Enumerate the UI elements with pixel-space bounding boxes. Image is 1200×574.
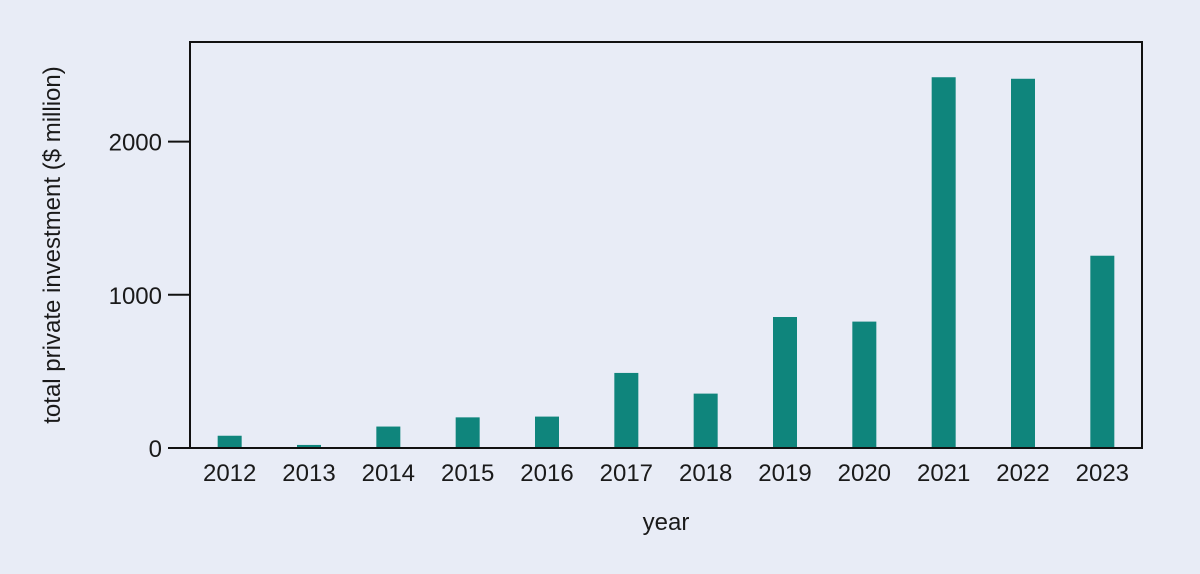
x-axis-ticks: 2012 2013 2014 2015 2016 2017 2018 2019 2020 2021… (203, 460, 1129, 487)
y-axis-ticks: 0 1000 2000 (109, 130, 190, 463)
y-tick-label: 1000 (109, 283, 162, 310)
x-tick-label: 2014 (362, 460, 415, 487)
bar-2012 (217, 435, 242, 448)
x-tick-label: 2012 (203, 460, 256, 487)
bar-2021 (931, 77, 956, 449)
y-axis-label: total private investment ($ million) (39, 66, 66, 423)
x-tick-label: 2019 (758, 460, 811, 487)
bar-2016 (535, 416, 559, 448)
x-tick-label: 2017 (600, 460, 653, 487)
bar-2013 (297, 444, 321, 448)
x-tick-label: 2013 (282, 460, 335, 487)
bar-2023 (1090, 255, 1115, 448)
y-tick-label: 0 (149, 436, 162, 463)
x-tick-label: 2021 (917, 460, 970, 487)
bar-2014 (376, 426, 401, 448)
x-tick-label: 2020 (838, 460, 891, 487)
x-tick-label: 2015 (441, 460, 494, 487)
bar-2020 (852, 321, 877, 448)
bar-2015 (455, 417, 480, 448)
x-tick-label: 2023 (1076, 460, 1129, 487)
x-axis-label: year (643, 509, 690, 536)
bar-2022 (1011, 78, 1035, 449)
bar-2019 (773, 317, 797, 448)
x-tick-label: 2018 (679, 460, 732, 487)
plot-frame (189, 41, 1143, 449)
x-tick-label: 2022 (996, 460, 1049, 487)
bar-2018 (693, 393, 718, 448)
y-tick-label: 2000 (109, 130, 162, 157)
bar-2017 (614, 372, 639, 448)
bars-group (217, 77, 1115, 449)
x-tick-label: 2016 (520, 460, 573, 487)
